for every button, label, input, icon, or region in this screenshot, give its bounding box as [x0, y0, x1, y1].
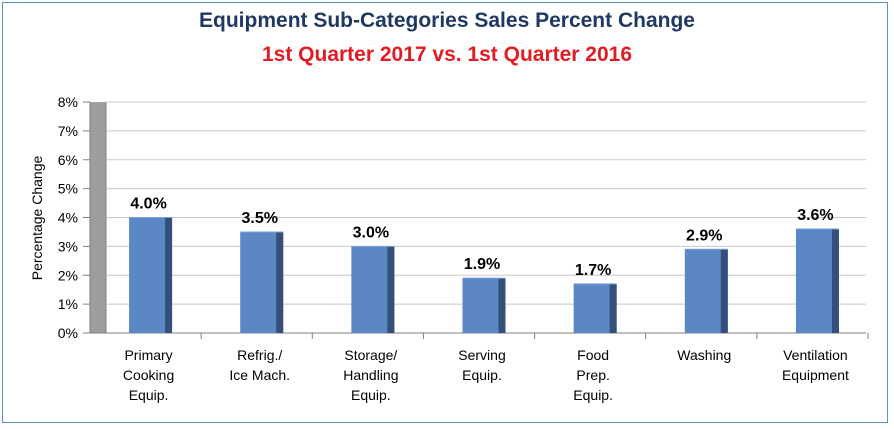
bar [351, 246, 395, 333]
category-label: Washing [677, 347, 731, 363]
category-label: Ice Mach. [229, 367, 290, 383]
data-label: 1.9% [464, 256, 500, 273]
data-label: 2.9% [686, 227, 722, 244]
bar-side [609, 283, 617, 333]
category-label: Refrig./ [237, 347, 282, 363]
gridlines [90, 101, 866, 333]
bar-side [720, 249, 728, 333]
category-label: Food [577, 347, 609, 363]
bar [573, 283, 617, 333]
data-label: 4.0% [130, 196, 166, 213]
category-label: Cooking [123, 367, 174, 383]
bar [240, 231, 284, 333]
y-tick-label: 8% [58, 94, 78, 110]
category-label: Serving [458, 347, 505, 363]
category-label: Equip. [351, 387, 391, 403]
chart-side-wall [90, 102, 106, 333]
bar-side [498, 278, 506, 333]
y-tick-label: 0% [58, 325, 78, 341]
bar [795, 229, 839, 333]
y-tick-label: 7% [58, 123, 78, 139]
y-tick-label: 4% [58, 210, 78, 226]
bar-side [831, 229, 839, 333]
category-label: Prep. [576, 367, 609, 383]
chart-frame [2, 2, 888, 423]
y-axis-label: Percentage Change [29, 156, 45, 281]
category-label: Ventilation [783, 347, 848, 363]
y-tick-label: 5% [58, 181, 78, 197]
labels: 0% 1% 2% 3% 4% 5% 6% 7% 8% 4.0% Primary Cooking Equi… [58, 94, 849, 403]
category-label: Equipment [782, 367, 849, 383]
y-tick-label: 2% [58, 267, 78, 283]
bar [462, 278, 506, 333]
bar [129, 217, 173, 333]
category-label: Handling [343, 367, 398, 383]
bar-side [165, 217, 173, 333]
bars [129, 217, 839, 333]
y-tick-label: 1% [58, 296, 78, 312]
bar-side [276, 231, 284, 333]
category-label: Equip. [129, 387, 169, 403]
data-label: 3.6% [797, 207, 833, 224]
chart-title: Equipment Sub-Categories Sales Percent C… [199, 9, 695, 32]
category-label: Equip. [573, 387, 613, 403]
bar-side [387, 246, 395, 333]
data-label: 3.5% [241, 210, 277, 227]
data-label: 1.7% [575, 262, 611, 279]
category-label: Primary [124, 347, 172, 363]
category-label: Storage/ [344, 347, 397, 363]
bar [684, 249, 728, 333]
y-tick-label: 3% [58, 238, 78, 254]
data-label: 3.0% [353, 224, 389, 241]
y-tick-label: 6% [58, 152, 78, 168]
category-label: Equip. [462, 367, 502, 383]
chart-subtitle: 1st Quarter 2017 vs. 1st Quarter 2016 [261, 43, 633, 66]
